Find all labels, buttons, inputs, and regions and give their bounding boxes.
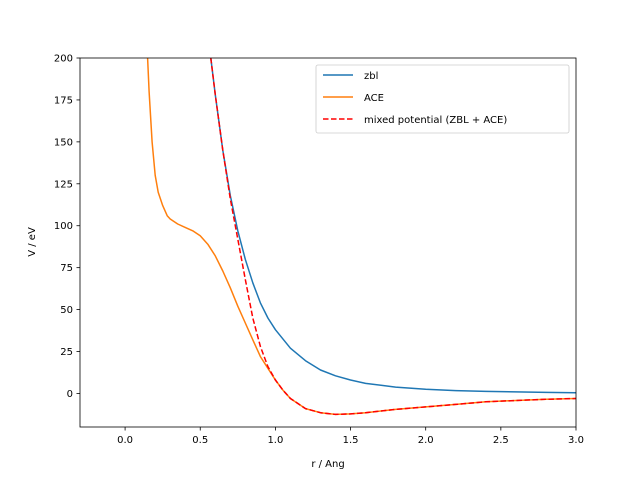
- legend-label-zbl: zbl: [364, 71, 378, 82]
- y-tick-label: 75: [60, 263, 73, 274]
- series-layer: [146, 58, 576, 416]
- x-tick-label: 0.0: [117, 435, 133, 446]
- y-tick-label: 175: [54, 95, 73, 106]
- plot-frame: [79, 57, 577, 428]
- x-tick-label: 2.5: [493, 435, 509, 446]
- y-tick-label: 50: [60, 305, 73, 316]
- y-tick-label: 0: [67, 389, 73, 400]
- series-line-zbl: [210, 58, 576, 394]
- x-tick-label: 0.5: [192, 435, 208, 446]
- x-tick-label: 1.0: [267, 435, 283, 446]
- y-tick-label: 150: [54, 137, 73, 148]
- x-tick-label: 2.0: [418, 435, 434, 446]
- legend-label-ace: ACE: [364, 93, 384, 104]
- x-axis-label: r / Ang: [311, 459, 344, 470]
- y-tick-label: 200: [54, 54, 73, 65]
- series-line-mixed: [210, 58, 576, 416]
- y-tick-label: 100: [54, 221, 73, 232]
- x-tick-label: 3.0: [568, 435, 584, 446]
- y-axis: 0 25 50 75 100 125 150 175 200: [54, 54, 80, 400]
- legend-label-mixed: mixed potential (ZBL + ACE): [364, 115, 507, 126]
- legend: zbl ACE mixed potential (ZBL + ACE): [315, 64, 570, 134]
- y-axis-label: V / eV: [27, 227, 38, 257]
- y-tick-label: 125: [54, 179, 73, 190]
- x-tick-label: 1.5: [343, 435, 359, 446]
- y-tick-label: 25: [60, 347, 73, 358]
- legend-box: [315, 64, 570, 134]
- x-axis: 0.0 0.5 1.0 1.5 2.0 2.5 3.0: [117, 427, 584, 446]
